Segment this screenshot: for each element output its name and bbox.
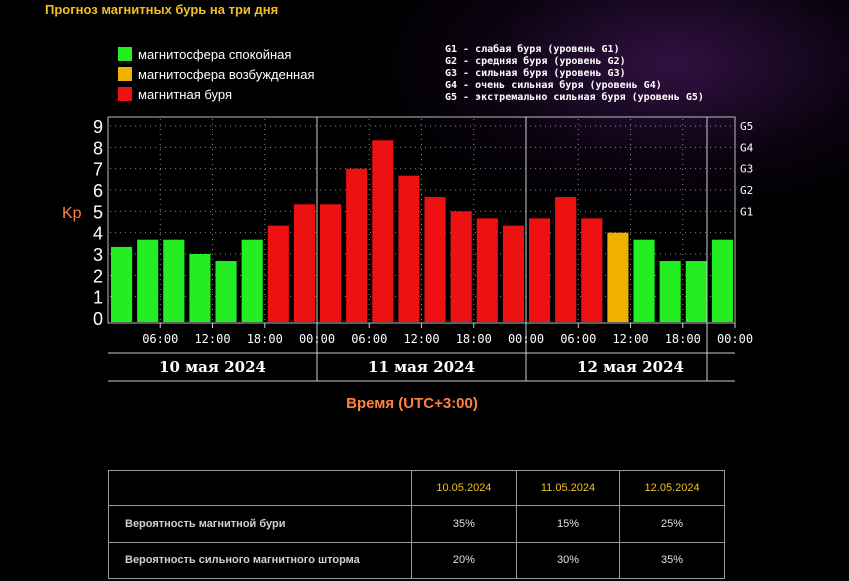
table-cell: 35% bbox=[411, 505, 517, 543]
y-tick-label: 2 bbox=[93, 266, 103, 286]
bar bbox=[502, 225, 524, 322]
x-tick-label: 06:00 bbox=[560, 332, 596, 346]
bar bbox=[529, 218, 551, 322]
g-level-legend: G1 - слабая буря (уровень G1) G2 - средн… bbox=[445, 44, 704, 104]
bar bbox=[424, 197, 446, 322]
y-axis-label: Kp bbox=[62, 205, 82, 222]
table-cell: 15% bbox=[515, 505, 621, 543]
bar bbox=[398, 175, 420, 322]
g-tick-label: G3 bbox=[740, 163, 753, 176]
bar bbox=[320, 204, 342, 322]
probability-table: 10.05.2024 11.05.2024 12.05.2024 Вероятн… bbox=[108, 470, 725, 579]
table-cell: 25% bbox=[619, 505, 725, 543]
bar bbox=[659, 261, 681, 322]
legend-swatch-quiet bbox=[118, 47, 132, 61]
table-row: Вероятность магнитной бури 35% 15% 25% bbox=[108, 505, 725, 543]
g-level-1: G1 - слабая буря (уровень G1) bbox=[445, 44, 620, 55]
g-tick-label: G1 bbox=[740, 205, 753, 218]
bar bbox=[372, 140, 394, 322]
table-row-label: Вероятность магнитной бури bbox=[108, 505, 412, 543]
g-tick-label: G2 bbox=[740, 184, 753, 197]
x-tick-label: 18:00 bbox=[665, 332, 701, 346]
legend-swatch-active bbox=[118, 67, 132, 81]
bar bbox=[111, 246, 133, 322]
table-cell: 30% bbox=[515, 541, 621, 579]
table-cell: 35% bbox=[619, 541, 725, 579]
bar bbox=[711, 239, 733, 322]
bar bbox=[633, 239, 655, 322]
table-date-3: 12.05.2024 bbox=[619, 470, 725, 506]
table-row-label: Вероятность сильного магнитного шторма bbox=[108, 541, 412, 579]
legend-label-storm: магнитная буря bbox=[138, 86, 233, 102]
bar bbox=[607, 232, 629, 322]
y-tick-label: 9 bbox=[93, 117, 103, 137]
y-tick-label: 1 bbox=[93, 288, 103, 308]
x-tick-label: 12:00 bbox=[612, 332, 648, 346]
g-level-2: G2 - средняя буря (уровень G2) bbox=[445, 56, 626, 67]
legend-item-active: магнитосфера возбужденная bbox=[118, 64, 315, 84]
bar bbox=[293, 204, 315, 322]
x-tick-label: 00:00 bbox=[717, 332, 753, 346]
g-level-5: G5 - экстремально сильная буря (уровень … bbox=[445, 92, 704, 103]
bar bbox=[189, 254, 211, 322]
x-tick-label: 06:00 bbox=[351, 332, 387, 346]
bar bbox=[137, 239, 159, 322]
y-tick-label: 5 bbox=[93, 202, 103, 222]
table-date-1: 10.05.2024 bbox=[411, 470, 517, 506]
day-label: 12 мая 2024 bbox=[577, 358, 684, 376]
g-level-4: G4 - очень сильная буря (уровень G4) bbox=[445, 80, 662, 91]
bar bbox=[450, 211, 472, 322]
table-header-row: 10.05.2024 11.05.2024 12.05.2024 bbox=[108, 470, 725, 506]
table-cell: 20% bbox=[411, 541, 517, 579]
table-date-2: 11.05.2024 bbox=[515, 470, 621, 506]
x-tick-label: 00:00 bbox=[508, 332, 544, 346]
x-tick-label: 18:00 bbox=[456, 332, 492, 346]
legend-label-quiet: магнитосфера спокойная bbox=[138, 46, 292, 62]
bar bbox=[163, 239, 185, 322]
y-tick-label: 0 bbox=[93, 309, 103, 329]
g-tick-label: G4 bbox=[740, 141, 754, 154]
bar bbox=[476, 218, 498, 322]
x-tick-label: 12:00 bbox=[194, 332, 230, 346]
table-header-empty bbox=[108, 470, 412, 506]
day-label: 10 мая 2024 bbox=[159, 358, 266, 376]
g-tick-label: G5 bbox=[740, 120, 753, 133]
bar bbox=[581, 218, 603, 322]
bar bbox=[555, 197, 577, 322]
chart-bars bbox=[111, 140, 733, 322]
table-row: Вероятность сильного магнитного шторма 2… bbox=[108, 541, 725, 579]
x-tick-label: 06:00 bbox=[142, 332, 178, 346]
bar bbox=[267, 225, 289, 322]
bar bbox=[346, 168, 368, 322]
legend-item-storm: магнитная буря bbox=[118, 84, 315, 104]
day-label: 11 мая 2024 bbox=[368, 358, 475, 376]
bar bbox=[215, 261, 237, 322]
y-tick-label: 4 bbox=[93, 224, 103, 244]
legend-item-quiet: магнитосфера спокойная bbox=[118, 44, 315, 64]
y-tick-label: 3 bbox=[93, 245, 103, 265]
bar bbox=[241, 239, 263, 322]
page-title: Прогноз магнитных бурь на три дня bbox=[45, 2, 279, 17]
bar bbox=[685, 261, 707, 322]
chart-grid bbox=[110, 119, 733, 321]
g-level-3: G3 - сильная буря (уровень G3) bbox=[445, 68, 626, 79]
x-axis-label: Время (UTC+3:00) bbox=[346, 395, 478, 412]
legend-label-active: магнитосфера возбужденная bbox=[138, 66, 315, 82]
x-tick-label: 00:00 bbox=[299, 332, 335, 346]
y-tick-label: 8 bbox=[93, 138, 103, 158]
y-tick-label: 6 bbox=[93, 181, 103, 201]
legend: магнитосфера спокойная магнитосфера возб… bbox=[118, 44, 315, 104]
legend-swatch-storm bbox=[118, 87, 132, 101]
y-tick-label: 7 bbox=[93, 160, 103, 180]
x-tick-label: 18:00 bbox=[247, 332, 283, 346]
x-tick-label: 12:00 bbox=[403, 332, 439, 346]
